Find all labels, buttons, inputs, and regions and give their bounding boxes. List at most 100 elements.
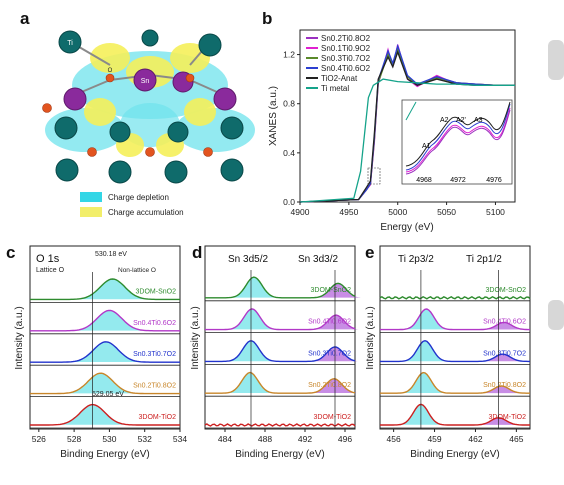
c-xtick-label: 530 bbox=[102, 434, 116, 444]
b-ytick-label: 1.2 bbox=[283, 50, 295, 60]
b-legend-label: Sn0.1Ti0.9O2 bbox=[321, 44, 371, 53]
panel-e-title-right: Ti 2p1/2 bbox=[466, 254, 502, 265]
d-series-0 bbox=[205, 276, 356, 299]
d-series-2 bbox=[205, 340, 356, 363]
panel-c-annot-530: 530.18 eV bbox=[95, 251, 127, 258]
c-series-3 bbox=[30, 372, 180, 395]
panel-c-frame bbox=[29, 245, 181, 430]
legend-swatch-depletion bbox=[80, 192, 102, 202]
e-xtick-label: 459 bbox=[427, 434, 441, 444]
c-series-0 bbox=[30, 278, 180, 301]
panel-d-frame bbox=[204, 245, 356, 430]
panel-a-legend: Charge depletion Charge accumulation bbox=[80, 192, 184, 217]
panel-e-title-left: Ti 2p3/2 bbox=[398, 254, 434, 265]
panel-b-ylabel: XANES (a.u.) bbox=[268, 86, 279, 146]
e-series-1 bbox=[380, 308, 530, 331]
xanes-series-5 bbox=[299, 78, 515, 203]
d-peak-fill bbox=[230, 277, 278, 298]
panel-e-ylabel: Intensity (a.u.) bbox=[365, 306, 376, 369]
b-legend-label: Sn0.3Ti0.7O2 bbox=[321, 54, 371, 63]
panel-d-letter: d bbox=[192, 243, 202, 262]
d-xtick-label: 484 bbox=[218, 434, 232, 444]
d-peak-fill bbox=[310, 378, 358, 393]
b-ytick-label: 0.4 bbox=[283, 148, 295, 158]
panel-b-frame bbox=[299, 29, 516, 203]
inset-xtick-1: 4972 bbox=[450, 177, 466, 184]
panel-e: e 3DOM-SnO2 Sn0.4Ti0.6O2 Sn0.3Ti0.7O2 Sn0.2… bbox=[365, 243, 531, 460]
b-ytick-label: 0.8 bbox=[283, 99, 295, 109]
charge-density-structure: Ti Sn O bbox=[42, 29, 255, 184]
panel-c-xlabel: Binding Energy (eV) bbox=[60, 449, 150, 460]
inset-zoom-box bbox=[367, 167, 381, 185]
panel-d-title-right: Sn 3d3/2 bbox=[298, 254, 338, 265]
c-sample-label: Sn0.4Ti0.6O2 bbox=[133, 320, 176, 327]
c-xtick-label: 532 bbox=[138, 434, 152, 444]
e-sample-label: Sn0.4Ti0.6O2 bbox=[483, 319, 526, 326]
legend-label-accumulation: Charge accumulation bbox=[108, 208, 184, 217]
c-sample-label: 3DOM-SnO2 bbox=[136, 288, 177, 295]
c-sample-label: 3DOM-TiO2 bbox=[139, 414, 177, 421]
panel-c-plot: 3DOM-SnO2 Sn0.4Ti0.6O2 Sn0.3Ti0.7O2 Sn0.2Ti… bbox=[30, 272, 180, 429]
e-series-3 bbox=[380, 371, 530, 394]
inset-label-a2-prime: A2' bbox=[456, 117, 466, 124]
panel-c-letter: c bbox=[6, 243, 15, 262]
e-xtick-label: 462 bbox=[468, 434, 482, 444]
c-peak-fill bbox=[63, 373, 138, 394]
d-sample-label: Sn0.3Ti0.7O2 bbox=[308, 350, 351, 357]
panel-e-xticks: 456 459 462 465 bbox=[387, 429, 524, 444]
e-series-2 bbox=[380, 339, 530, 363]
d-xtick-label: 496 bbox=[338, 434, 352, 444]
d-peak-fill bbox=[226, 372, 274, 393]
e-sample-label: 3DOM-SnO2 bbox=[486, 287, 527, 294]
e-series-4 bbox=[380, 403, 530, 426]
b-legend-label: TiO2-Anat bbox=[321, 74, 358, 83]
panel-c-xticks: 526 528 530 532 534 bbox=[32, 429, 187, 444]
inset-xtick-0: 4968 bbox=[416, 177, 432, 184]
c-xtick-label: 534 bbox=[173, 434, 187, 444]
e-xtick-label: 456 bbox=[387, 434, 401, 444]
c-xtick-label: 528 bbox=[67, 434, 81, 444]
panel-d-plot: 3DOM-SnO2 Sn0.4Ti0.6O2 Sn0.3Ti0.7O2 Sn0.2Ti… bbox=[204, 270, 362, 429]
panel-b-letter: b bbox=[262, 9, 272, 28]
c-sample-label: Sn0.2Ti0.8O2 bbox=[133, 383, 176, 390]
panel-d-xlabel: Binding Energy (eV) bbox=[235, 449, 325, 460]
atom-label-ti: Ti bbox=[67, 40, 73, 47]
panel-b-xlabel: Energy (eV) bbox=[380, 222, 433, 233]
d-sample-label: Sn0.2Ti0.8O2 bbox=[308, 382, 351, 389]
d-xtick-label: 492 bbox=[298, 434, 312, 444]
panel-b: b 4900 4950 5000 5050 5100 0.0 0.4 0.8 1.2 Ener… bbox=[262, 9, 516, 233]
d-series-1 bbox=[205, 308, 356, 331]
c-peak-fill bbox=[68, 341, 143, 362]
e-series-0 bbox=[379, 295, 531, 300]
d-series-4 bbox=[204, 423, 356, 427]
panel-d-ylabel: Intensity (a.u.) bbox=[190, 306, 201, 369]
inset-label-a2: A2 bbox=[440, 117, 449, 124]
panel-e-letter: e bbox=[365, 243, 374, 262]
panel-d: d 3DOM-SnO2 Sn0.4Ti0.6O2 Sn0.3Ti0.7O2 Sn0.2… bbox=[190, 243, 362, 460]
legend-label-depletion: Charge depletion bbox=[108, 193, 169, 202]
legend-swatch-accumulation bbox=[80, 207, 102, 217]
c-series-1 bbox=[30, 309, 180, 332]
e-xtick-label: 465 bbox=[509, 434, 523, 444]
atom-label-sn: Sn bbox=[141, 78, 150, 85]
e-peak-fill bbox=[402, 340, 448, 362]
panel-b-yticks: 0.0 0.4 0.8 1.2 bbox=[283, 50, 300, 207]
panel-b-legend: Sn0.2Ti0.8O2Sn0.1Ti0.9O2Sn0.3Ti0.7O2Sn0.… bbox=[306, 34, 371, 93]
xanes-series-3 bbox=[299, 43, 515, 203]
e-sample-label: Sn0.2Ti0.8O2 bbox=[483, 382, 526, 389]
panel-c: c 3DOM-SnO2 Sn0.4Ti0.6O2 Sn0.3Ti0.7O2 Sn0.2… bbox=[6, 243, 187, 460]
edge-fragment-top bbox=[548, 40, 564, 80]
panel-a: a bbox=[20, 9, 255, 217]
panel-b-inset: A1 A2 A2' A3 4968 4972 4976 bbox=[401, 99, 513, 185]
c-peak-fill bbox=[72, 310, 147, 331]
edge-fragment-bottom bbox=[548, 300, 564, 330]
e-sample-label: 3DOM-TiO2 bbox=[489, 414, 527, 421]
c-series-2 bbox=[30, 341, 180, 363]
c-series-4 bbox=[30, 403, 180, 426]
d-series-3 bbox=[205, 371, 356, 394]
d-sample-label: 3DOM-SnO2 bbox=[311, 287, 352, 294]
b-xtick-label: 4950 bbox=[339, 207, 358, 217]
inset-label-a3: A3 bbox=[474, 117, 483, 124]
panel-c-annot-lattice: Lattice O bbox=[36, 267, 65, 274]
c-xtick-label: 526 bbox=[32, 434, 46, 444]
